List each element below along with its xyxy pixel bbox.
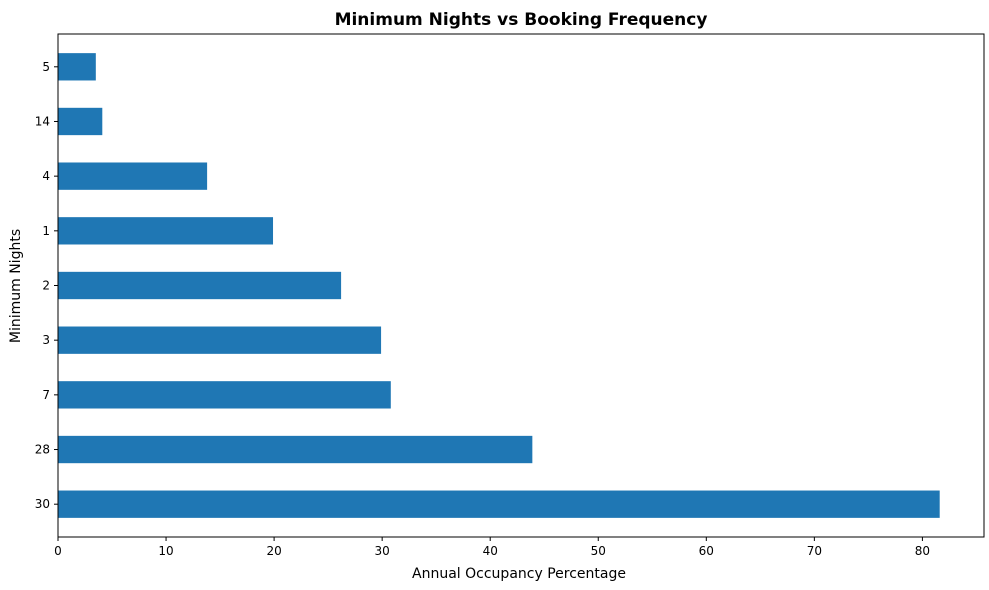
x-tick-label: 70 bbox=[807, 544, 822, 558]
y-tick-label: 1 bbox=[42, 224, 50, 238]
bar-14 bbox=[58, 107, 103, 136]
x-tick-label: 30 bbox=[375, 544, 390, 558]
y-tick-label: 30 bbox=[35, 497, 50, 511]
y-tick-label: 7 bbox=[42, 388, 50, 402]
x-tick-label: 50 bbox=[591, 544, 606, 558]
bar-3 bbox=[58, 326, 382, 354]
bar-2 bbox=[58, 271, 342, 300]
y-tick-label: 14 bbox=[35, 114, 50, 128]
plot-frame bbox=[57, 33, 985, 538]
bar-7 bbox=[58, 381, 391, 409]
bar-28 bbox=[58, 435, 533, 464]
y-tick-label: 4 bbox=[42, 169, 50, 183]
y-tick-label: 2 bbox=[42, 279, 50, 293]
bars-group bbox=[58, 53, 940, 518]
x-axis-ticks: 0 10 20 30 40 50 60 70 80 bbox=[54, 537, 930, 558]
x-tick-label: 80 bbox=[915, 544, 930, 558]
x-tick-label: 20 bbox=[266, 544, 281, 558]
y-tick-label: 28 bbox=[35, 443, 50, 457]
x-axis-label: Annual Occupancy Percentage bbox=[412, 566, 626, 582]
bar-4 bbox=[58, 162, 208, 190]
chart-title: Minimum Nights vs Booking Frequency bbox=[335, 10, 708, 30]
x-tick-label: 10 bbox=[158, 544, 173, 558]
y-tick-label: 3 bbox=[42, 333, 50, 347]
y-tick-label: 5 bbox=[42, 60, 50, 74]
y-axis-label: Minimum Nights bbox=[8, 229, 24, 343]
x-tick-label: 60 bbox=[699, 544, 714, 558]
bar-1 bbox=[58, 217, 274, 245]
bar-5 bbox=[58, 53, 96, 81]
x-tick-label: 0 bbox=[54, 544, 62, 558]
bar-30 bbox=[58, 490, 940, 518]
x-tick-label: 40 bbox=[483, 544, 498, 558]
